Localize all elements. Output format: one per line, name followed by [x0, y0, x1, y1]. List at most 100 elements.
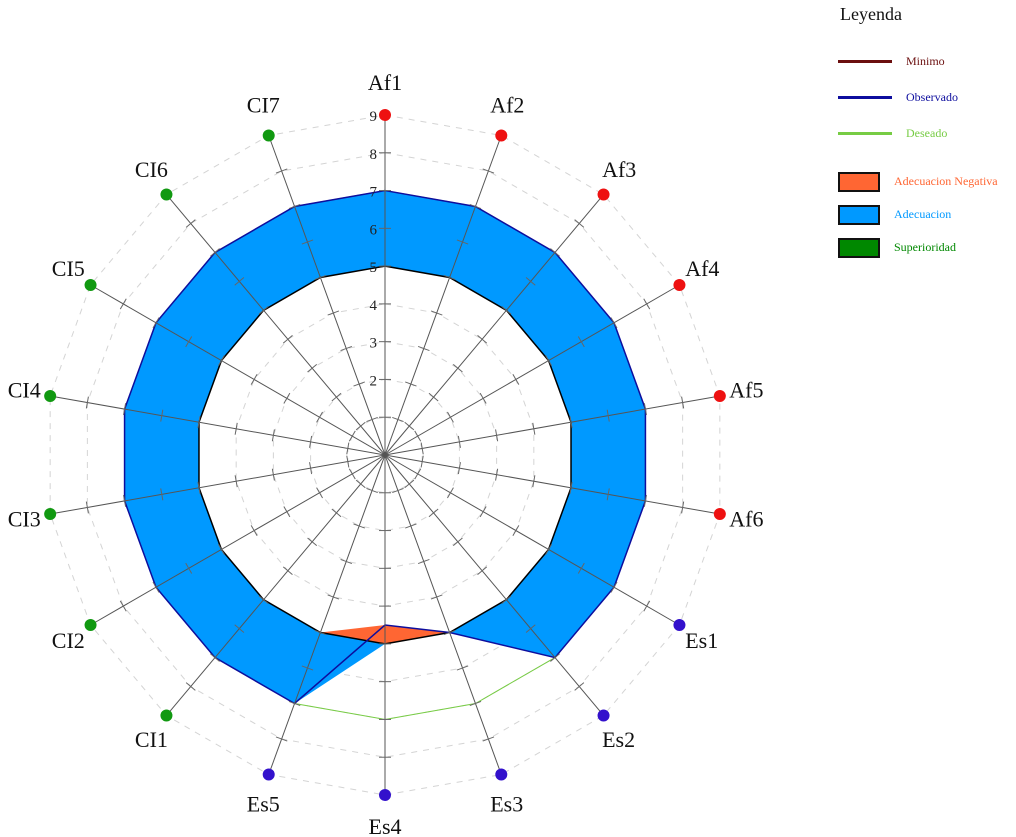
axis-label-af5: Af5 [729, 377, 763, 402]
tick-mark [404, 479, 415, 489]
tick-mark [417, 345, 430, 352]
legend-label: Superioridad [894, 240, 956, 254]
axis-label-af2: Af2 [490, 92, 524, 117]
axis-label-es3: Es3 [490, 792, 523, 817]
axis-dot-es3 [495, 768, 508, 781]
tick-mark [301, 665, 314, 671]
spoke-ci2 [90, 454, 386, 626]
tick-mark [404, 421, 415, 431]
tick-mark [346, 442, 350, 455]
tick-mark [569, 481, 573, 494]
tick-mark [525, 277, 536, 286]
tick-mark [271, 429, 275, 442]
tick-mark [353, 381, 365, 387]
tick-mark [234, 624, 245, 633]
legend-line-swatch [838, 95, 892, 99]
tick-mark [314, 274, 327, 281]
legend-label: Adecuacion Negativa [894, 174, 998, 188]
tick-mark [495, 468, 499, 481]
spoke-ci5 [90, 284, 386, 456]
axis-dot-af4 [673, 279, 686, 291]
tick-mark [185, 219, 196, 228]
tick-mark [160, 488, 164, 501]
legend-line-swatch [838, 59, 892, 63]
legend-line-swatch [838, 131, 892, 135]
tick-mark [457, 435, 461, 448]
tick-mark [119, 600, 127, 612]
tick-mark [577, 562, 585, 574]
tick-mark [479, 392, 487, 404]
axis-label-af1: Af1 [368, 70, 402, 95]
tick-mark [525, 624, 536, 633]
tick-mark [340, 558, 353, 565]
axis-label-ci5: CI5 [52, 256, 85, 281]
axis-dot-af3 [597, 188, 610, 201]
tick-mark [606, 409, 610, 422]
legend-label: Deseado [906, 125, 948, 140]
spoke-ci6 [166, 194, 386, 456]
spoke-es2 [384, 454, 604, 716]
axis-label-es5: Es5 [247, 792, 280, 817]
tick-mark [532, 422, 536, 435]
tick-mark [512, 525, 520, 537]
tick-mark [185, 682, 196, 691]
tick-mark [681, 396, 685, 409]
tick-label-4: 4 [370, 298, 378, 314]
tick-mark [250, 525, 258, 537]
tick-mark [479, 506, 487, 518]
tick-mark [185, 562, 193, 574]
axis-label-ci2: CI2 [52, 628, 85, 653]
axis-label-ci1: CI1 [135, 727, 168, 752]
legend-title: Leyenda [840, 4, 902, 24]
spoke-es1 [384, 454, 680, 626]
tick-mark [355, 479, 366, 489]
tick-mark [234, 475, 238, 488]
tick-mark [469, 203, 482, 210]
legend-item-superioridad: Superioridad [838, 231, 1016, 264]
tick-mark [456, 239, 469, 245]
tick-mark [643, 298, 651, 310]
tick-mark [545, 543, 553, 555]
spoke-af6 [384, 454, 720, 515]
tick-mark [569, 416, 573, 429]
tick-mark [316, 487, 323, 499]
tick-mark [197, 481, 201, 494]
tick-mark [477, 566, 488, 575]
fill-adecuacion [124, 190, 646, 704]
tick-mark [314, 629, 327, 636]
axis-dot-ci5 [84, 279, 97, 291]
tick-mark [271, 468, 275, 481]
axis-label-af6: Af6 [729, 507, 763, 532]
tick-mark [234, 277, 245, 286]
tick-mark [85, 501, 89, 514]
legend-lines: Minimo Observado Deseado [838, 43, 1016, 151]
axis-label-ci3: CI3 [8, 507, 41, 532]
tick-mark [452, 363, 463, 373]
spoke-es5 [268, 454, 386, 775]
spoke-ci7 [268, 135, 386, 456]
tick-mark [210, 248, 220, 257]
tick-mark [152, 317, 160, 329]
tick-mark [428, 508, 439, 518]
tick-mark [331, 508, 342, 518]
axis-label-es1: Es1 [685, 628, 718, 653]
tick-mark [258, 306, 269, 315]
tick-label-8: 8 [370, 147, 378, 163]
legend-item-observado: Observado [838, 79, 1016, 115]
legend-box-swatch [838, 237, 880, 258]
tick-mark [327, 594, 340, 600]
tick-mark [340, 345, 353, 352]
axis-dot-af6 [713, 508, 726, 521]
tick-mark [123, 494, 127, 507]
legend-label: Adecuacion [894, 207, 952, 221]
axis-dot-af1 [379, 109, 391, 121]
tick-mark [152, 581, 160, 593]
axis-dot-ci2 [84, 619, 97, 631]
tick-mark [550, 653, 560, 662]
tick-mark [282, 335, 293, 344]
tick-mark [420, 442, 424, 455]
tick-mark [355, 421, 366, 431]
tick-mark [550, 248, 560, 257]
radar-chart: 2 3 4 5 6 7 8 9 Af1 Af2 Af3 Af4 Af5 Af6 Es1 Es2 Es3 Es4 E… [8, 70, 764, 837]
tick-mark [430, 310, 443, 316]
